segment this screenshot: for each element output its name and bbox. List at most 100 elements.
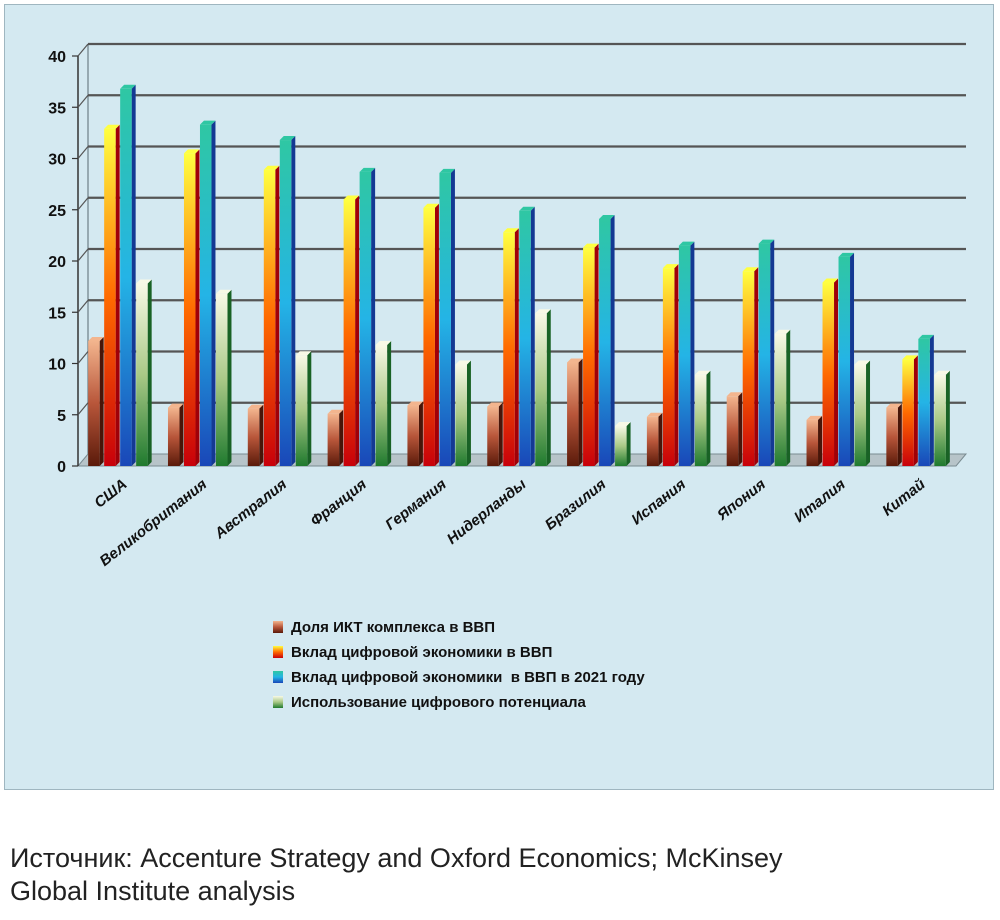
- bar: [136, 279, 152, 466]
- gridline-depth: [77, 146, 89, 159]
- bar-side: [498, 402, 503, 466]
- bar: [343, 195, 360, 466]
- bar-top: [662, 264, 679, 269]
- bar-top: [615, 422, 631, 427]
- bar-top: [934, 370, 950, 375]
- bar: [439, 168, 455, 466]
- bar-front: [694, 374, 707, 466]
- y-tick-label: 20: [48, 254, 66, 271]
- legend-entry: Вклад цифровой экономики в ВВП в 2021 го…: [291, 669, 645, 686]
- bar-top: [439, 168, 455, 173]
- bar-side: [834, 278, 839, 466]
- bar-side: [658, 412, 663, 466]
- bar: [822, 278, 839, 466]
- bar-side: [546, 309, 551, 466]
- bar-front: [375, 345, 388, 466]
- bar-side: [913, 355, 918, 466]
- bar-front: [918, 338, 930, 466]
- bar-front: [88, 340, 100, 466]
- bar: [742, 267, 759, 466]
- bar: [487, 402, 503, 466]
- bar-side: [355, 195, 360, 466]
- bar-front: [583, 247, 595, 466]
- bar: [662, 264, 679, 466]
- bar: [678, 241, 695, 466]
- bar-front: [678, 245, 691, 466]
- bar-side: [466, 360, 471, 466]
- bar-front: [774, 333, 787, 466]
- bar-side: [418, 401, 423, 466]
- bar-front: [455, 364, 467, 466]
- bar: [120, 84, 136, 467]
- bar-front: [487, 406, 499, 466]
- bar: [183, 149, 200, 466]
- bar: [599, 214, 615, 466]
- bar-top: [279, 136, 296, 141]
- bar-top: [487, 402, 503, 407]
- bar-side: [754, 267, 759, 466]
- bar-top: [694, 370, 711, 375]
- bar-front: [535, 313, 547, 466]
- y-tick-label: 35: [48, 100, 66, 117]
- legend-entry: Вклад цифровой экономики в ВВП: [291, 644, 552, 661]
- gridline-depth: [77, 299, 89, 313]
- bar: [215, 289, 232, 466]
- bar: [535, 309, 551, 466]
- category-label: Австралия: [211, 476, 290, 543]
- bar-front: [279, 140, 292, 467]
- bar: [726, 392, 743, 466]
- bar-side: [818, 415, 823, 466]
- bar-side: [786, 329, 791, 466]
- bar: [567, 358, 583, 466]
- bar-front: [295, 355, 308, 466]
- gridline-depth: [77, 248, 89, 262]
- bar-top: [535, 309, 551, 314]
- bar: [407, 401, 423, 466]
- bar-side: [530, 206, 535, 466]
- bar-side: [770, 239, 775, 466]
- bar-front: [199, 124, 212, 467]
- bar: [838, 252, 855, 466]
- bar-top: [519, 206, 535, 211]
- bar: [295, 351, 312, 466]
- bar-top: [120, 84, 136, 89]
- y-tick-label: 15: [48, 305, 66, 322]
- bar-top: [838, 252, 855, 257]
- bar-side: [594, 243, 599, 466]
- bar-front: [646, 416, 659, 466]
- bar-front: [183, 153, 196, 466]
- bar-front: [838, 256, 851, 466]
- bar: [758, 239, 775, 466]
- category-label: Испания: [628, 476, 689, 529]
- bar-top: [183, 149, 200, 154]
- legend-entry: Использование цифрового потенциала: [291, 694, 586, 711]
- bar-front: [886, 407, 898, 466]
- bar-front: [439, 172, 451, 466]
- bar-side: [307, 351, 312, 466]
- bar-top: [263, 165, 280, 170]
- bar: [918, 334, 934, 466]
- bar: [375, 341, 392, 466]
- bar: [167, 403, 184, 466]
- bar-side: [195, 149, 200, 466]
- bar-side: [339, 409, 344, 466]
- bar-front: [758, 243, 771, 466]
- category-label: Германия: [382, 476, 450, 534]
- category-label: Франция: [307, 476, 370, 530]
- y-tick-label: 5: [57, 408, 66, 425]
- bar-top: [599, 214, 615, 219]
- bar-side: [179, 403, 184, 466]
- legend-swatch: [273, 696, 283, 708]
- bar: [327, 409, 344, 466]
- bar-side: [227, 289, 232, 466]
- bar-top: [104, 124, 120, 129]
- bar-top: [806, 415, 823, 420]
- gridline-depth: [77, 351, 89, 364]
- bar-front: [726, 396, 739, 466]
- category-label: Китай: [879, 476, 928, 520]
- bar-top: [918, 334, 934, 339]
- bar-side: [866, 360, 871, 466]
- bar-side: [706, 370, 711, 466]
- bar-top: [742, 267, 759, 272]
